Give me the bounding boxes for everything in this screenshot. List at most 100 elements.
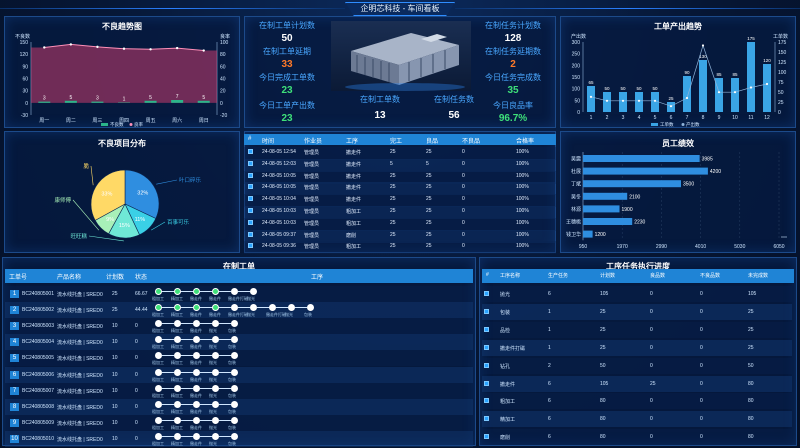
process-step-dot[interactable] [193, 336, 200, 344]
process-step-dot[interactable] [212, 320, 219, 328]
row-checkbox[interactable] [248, 231, 253, 237]
process-step-dot[interactable] [174, 304, 181, 312]
row-checkbox[interactable] [484, 434, 489, 440]
process-step-dot[interactable] [193, 368, 200, 376]
process-step-dot[interactable] [193, 416, 200, 424]
process-step-dot[interactable] [212, 400, 219, 408]
process-step-dot[interactable] [212, 352, 219, 360]
process-step-dot[interactable] [288, 304, 295, 312]
process-step-dot[interactable] [174, 432, 181, 440]
work-order-row[interactable]: 1 BC240805001 流水线托盘 | SRED0 25 66.67 粗加工 精加工 撤走… [5, 286, 473, 302]
task-row[interactable]: 精加工 6 80 0 0 80 [482, 411, 792, 428]
event-row[interactable]: 24-08-05 10:04 管理员 撤走件 25 25 0 100% [244, 194, 556, 208]
process-step-dot[interactable] [231, 304, 238, 312]
process-step-dot[interactable] [193, 432, 200, 440]
row-checkbox[interactable] [484, 380, 489, 386]
process-step-dot[interactable] [174, 416, 181, 424]
process-step-dot[interactable] [250, 304, 257, 312]
task-row[interactable]: 包装 1 25 0 0 25 [482, 303, 792, 320]
process-step-dot[interactable] [155, 336, 162, 344]
event-row[interactable]: 24-08-05 09:36 管理员 粗加工 25 25 0 100% [244, 241, 556, 255]
task-row[interactable]: 品检 1 25 0 0 25 [482, 321, 792, 338]
row-checkbox[interactable] [248, 184, 253, 190]
row-checkbox[interactable] [248, 208, 253, 213]
event-row[interactable]: 24-08-05 10:05 管理员 撤走件 25 25 0 100% [244, 170, 556, 184]
process-step-dot[interactable] [193, 304, 200, 312]
process-step-dot[interactable] [231, 368, 238, 376]
process-step-dot[interactable] [155, 352, 162, 360]
row-checkbox[interactable] [484, 326, 489, 332]
process-step-dot[interactable] [269, 304, 276, 312]
work-order-row[interactable]: 9 BC240805009 流水线托盘 | SRED0 10 0 粗加工 精加工 撤走件 抛光 包… [5, 414, 473, 431]
process-step-dot[interactable] [212, 288, 219, 295]
process-step-dot[interactable] [155, 320, 162, 328]
work-order-row[interactable]: 5 BC240805005 流水线托盘 | SRED0 10 0 粗加工 精加工 撤走件 抛光 包… [5, 350, 473, 367]
event-row[interactable]: 24-08-05 10:03 管理员 粗加工 25 25 0 100% [244, 217, 556, 231]
row-checkbox[interactable] [484, 308, 489, 314]
row-checkbox[interactable] [248, 160, 253, 166]
process-step-dot[interactable] [174, 384, 181, 392]
row-checkbox[interactable] [248, 196, 253, 202]
event-row[interactable]: 24-08-05 09:37 管理员 磨削 25 25 0 100% [244, 229, 556, 243]
work-order-row[interactable]: 4 BC240805004 流水线托盘 | SRED0 10 0 粗加工 精加工 撤走件 抛光 包… [5, 334, 473, 351]
process-step-dot[interactable] [231, 432, 238, 440]
process-step-dot[interactable] [174, 400, 181, 408]
process-step-dot[interactable] [193, 400, 200, 408]
process-step-dot[interactable] [193, 288, 200, 295]
row-checkbox[interactable] [248, 172, 253, 178]
process-step-dot[interactable] [155, 368, 162, 376]
row-checkbox[interactable] [248, 149, 253, 154]
process-step-dot[interactable] [155, 384, 162, 392]
row-checkbox[interactable] [484, 416, 489, 422]
work-order-row[interactable]: 8 BC240805008 流水线托盘 | SRED0 10 0 粗加工 精加工 撤走件 抛光 包… [5, 398, 473, 415]
process-step-dot[interactable] [250, 288, 257, 295]
process-step-dot[interactable] [231, 384, 238, 392]
process-step-dot[interactable] [193, 320, 200, 328]
process-step-dot[interactable] [174, 320, 181, 328]
process-step-dot[interactable] [231, 416, 238, 424]
process-step-dot[interactable] [231, 288, 238, 295]
work-order-row[interactable]: 3 BC240805003 流水线托盘 | SRED0 10 0 粗加工 精加工 撤走件 抛光 包… [5, 318, 473, 335]
process-step-dot[interactable] [212, 336, 219, 344]
row-checkbox[interactable] [484, 362, 489, 368]
work-order-row[interactable]: 6 BC240805006 流水线托盘 | SRED0 10 0 粗加工 精加工 撤走件 抛光 包… [5, 366, 473, 383]
process-step-dot[interactable] [174, 352, 181, 360]
process-step-dot[interactable] [174, 288, 181, 295]
process-step-dot[interactable] [231, 400, 238, 408]
task-row[interactable]: 钻孔 2 50 0 0 50 [482, 357, 792, 374]
process-step-dot[interactable] [231, 320, 238, 328]
task-row[interactable]: 粗加工 6 80 0 0 80 [482, 393, 792, 410]
row-checkbox[interactable] [248, 219, 253, 225]
row-checkbox[interactable] [484, 398, 489, 404]
row-checkbox[interactable] [484, 344, 489, 350]
event-row[interactable]: 24-08-05 12:54 管理员 撤走件 25 25 0 100% [244, 147, 556, 160]
process-step-dot[interactable] [212, 304, 219, 312]
row-checkbox[interactable] [484, 291, 489, 296]
process-step-dot[interactable] [155, 432, 162, 440]
process-step-dot[interactable] [155, 304, 162, 312]
row-checkbox[interactable] [248, 243, 253, 249]
work-order-row[interactable]: 7 BC240805007 流水线托盘 | SRED0 10 0 粗加工 精加工 撤走件 抛光 包… [5, 382, 473, 399]
process-step-dot[interactable] [231, 336, 238, 344]
process-step-dot[interactable] [231, 352, 238, 360]
process-step-dot[interactable] [212, 368, 219, 376]
event-row[interactable]: 24-08-05 12:03 管理员 撤走件 5 5 0 100% [244, 158, 556, 172]
work-order-row[interactable]: 2 BC240805002 流水线托盘 | SRED0 25 44.44 粗加工 精加工 撤走… [5, 302, 473, 319]
process-step-dot[interactable] [155, 288, 162, 295]
task-row[interactable]: 磨削 6 80 0 0 80 [482, 429, 792, 446]
process-step-dot[interactable] [174, 336, 181, 344]
process-step-dot[interactable] [155, 416, 162, 424]
process-step-dot[interactable] [212, 384, 219, 392]
event-row[interactable]: 24-08-05 10:03 管理员 粗加工 25 25 0 100% [244, 206, 556, 219]
process-step-dot[interactable] [155, 400, 162, 408]
task-row[interactable]: 抛光 6 105 0 0 105 [482, 286, 792, 302]
process-step-dot[interactable] [307, 304, 314, 312]
task-row[interactable]: 撤走件打磁 1 25 0 0 25 [482, 339, 792, 356]
event-row[interactable]: 24-08-05 10:05 管理员 撤走件 25 25 0 100% [244, 182, 556, 196]
task-row[interactable]: 撤走件 6 105 25 0 80 [482, 375, 792, 392]
process-step-dot[interactable] [193, 352, 200, 360]
process-step-dot[interactable] [174, 368, 181, 376]
process-step-dot[interactable] [212, 416, 219, 424]
process-step-dot[interactable] [212, 432, 219, 440]
process-step-dot[interactable] [193, 384, 200, 392]
